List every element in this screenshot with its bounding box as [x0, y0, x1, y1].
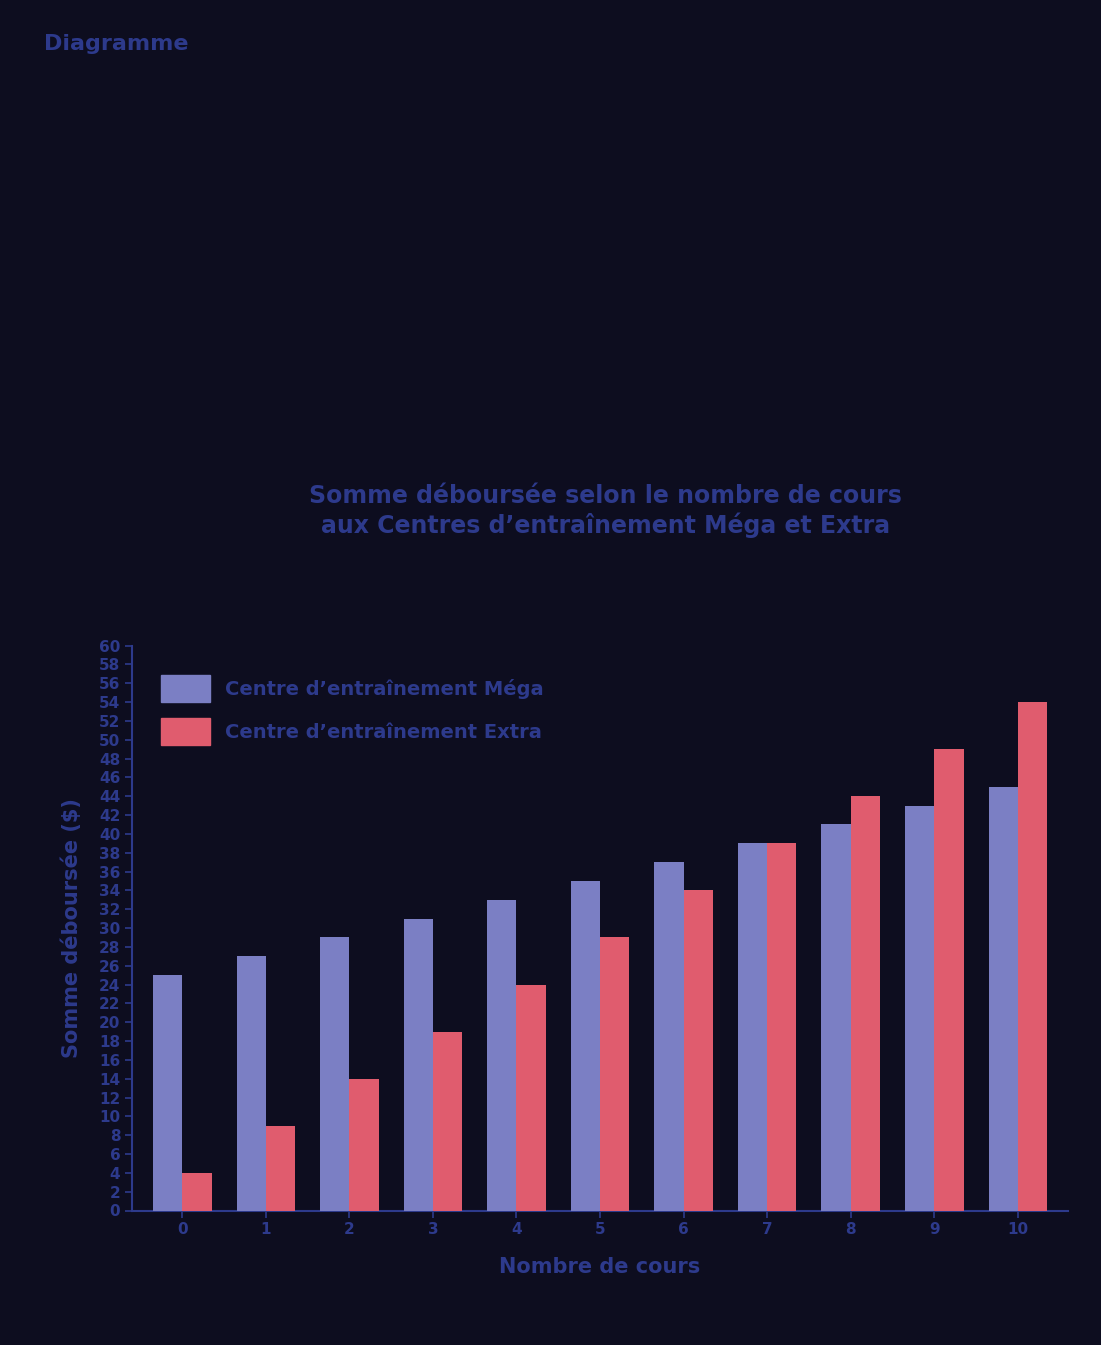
Bar	[654, 862, 684, 1210]
Bar	[488, 900, 516, 1210]
Bar	[265, 1126, 295, 1210]
Bar	[821, 824, 851, 1210]
Bar	[600, 937, 630, 1210]
Text: Somme déboursée selon le nombre de cours
aux Centres d’entraînement Méga et Extr: Somme déboursée selon le nombre de cours…	[309, 484, 902, 538]
Bar	[989, 787, 1017, 1210]
Y-axis label: Somme déboursée ($): Somme déboursée ($)	[62, 798, 83, 1059]
Bar	[570, 881, 600, 1210]
Bar	[237, 956, 265, 1210]
Bar	[905, 806, 935, 1210]
Bar	[320, 937, 349, 1210]
Bar	[153, 975, 183, 1210]
Bar	[183, 1173, 211, 1210]
Bar	[738, 843, 767, 1210]
Bar	[851, 796, 880, 1210]
Text: Diagramme: Diagramme	[44, 34, 188, 54]
X-axis label: Nombre de cours: Nombre de cours	[500, 1256, 700, 1276]
Bar	[404, 919, 433, 1210]
Bar	[349, 1079, 379, 1210]
Bar	[767, 843, 796, 1210]
Bar	[516, 985, 546, 1210]
Legend: Centre d’entraînement Méga, Centre d’entraînement Extra: Centre d’entraînement Méga, Centre d’ent…	[142, 655, 564, 765]
Bar	[1017, 702, 1047, 1210]
Bar	[433, 1032, 462, 1210]
Bar	[935, 749, 963, 1210]
Bar	[684, 890, 712, 1210]
